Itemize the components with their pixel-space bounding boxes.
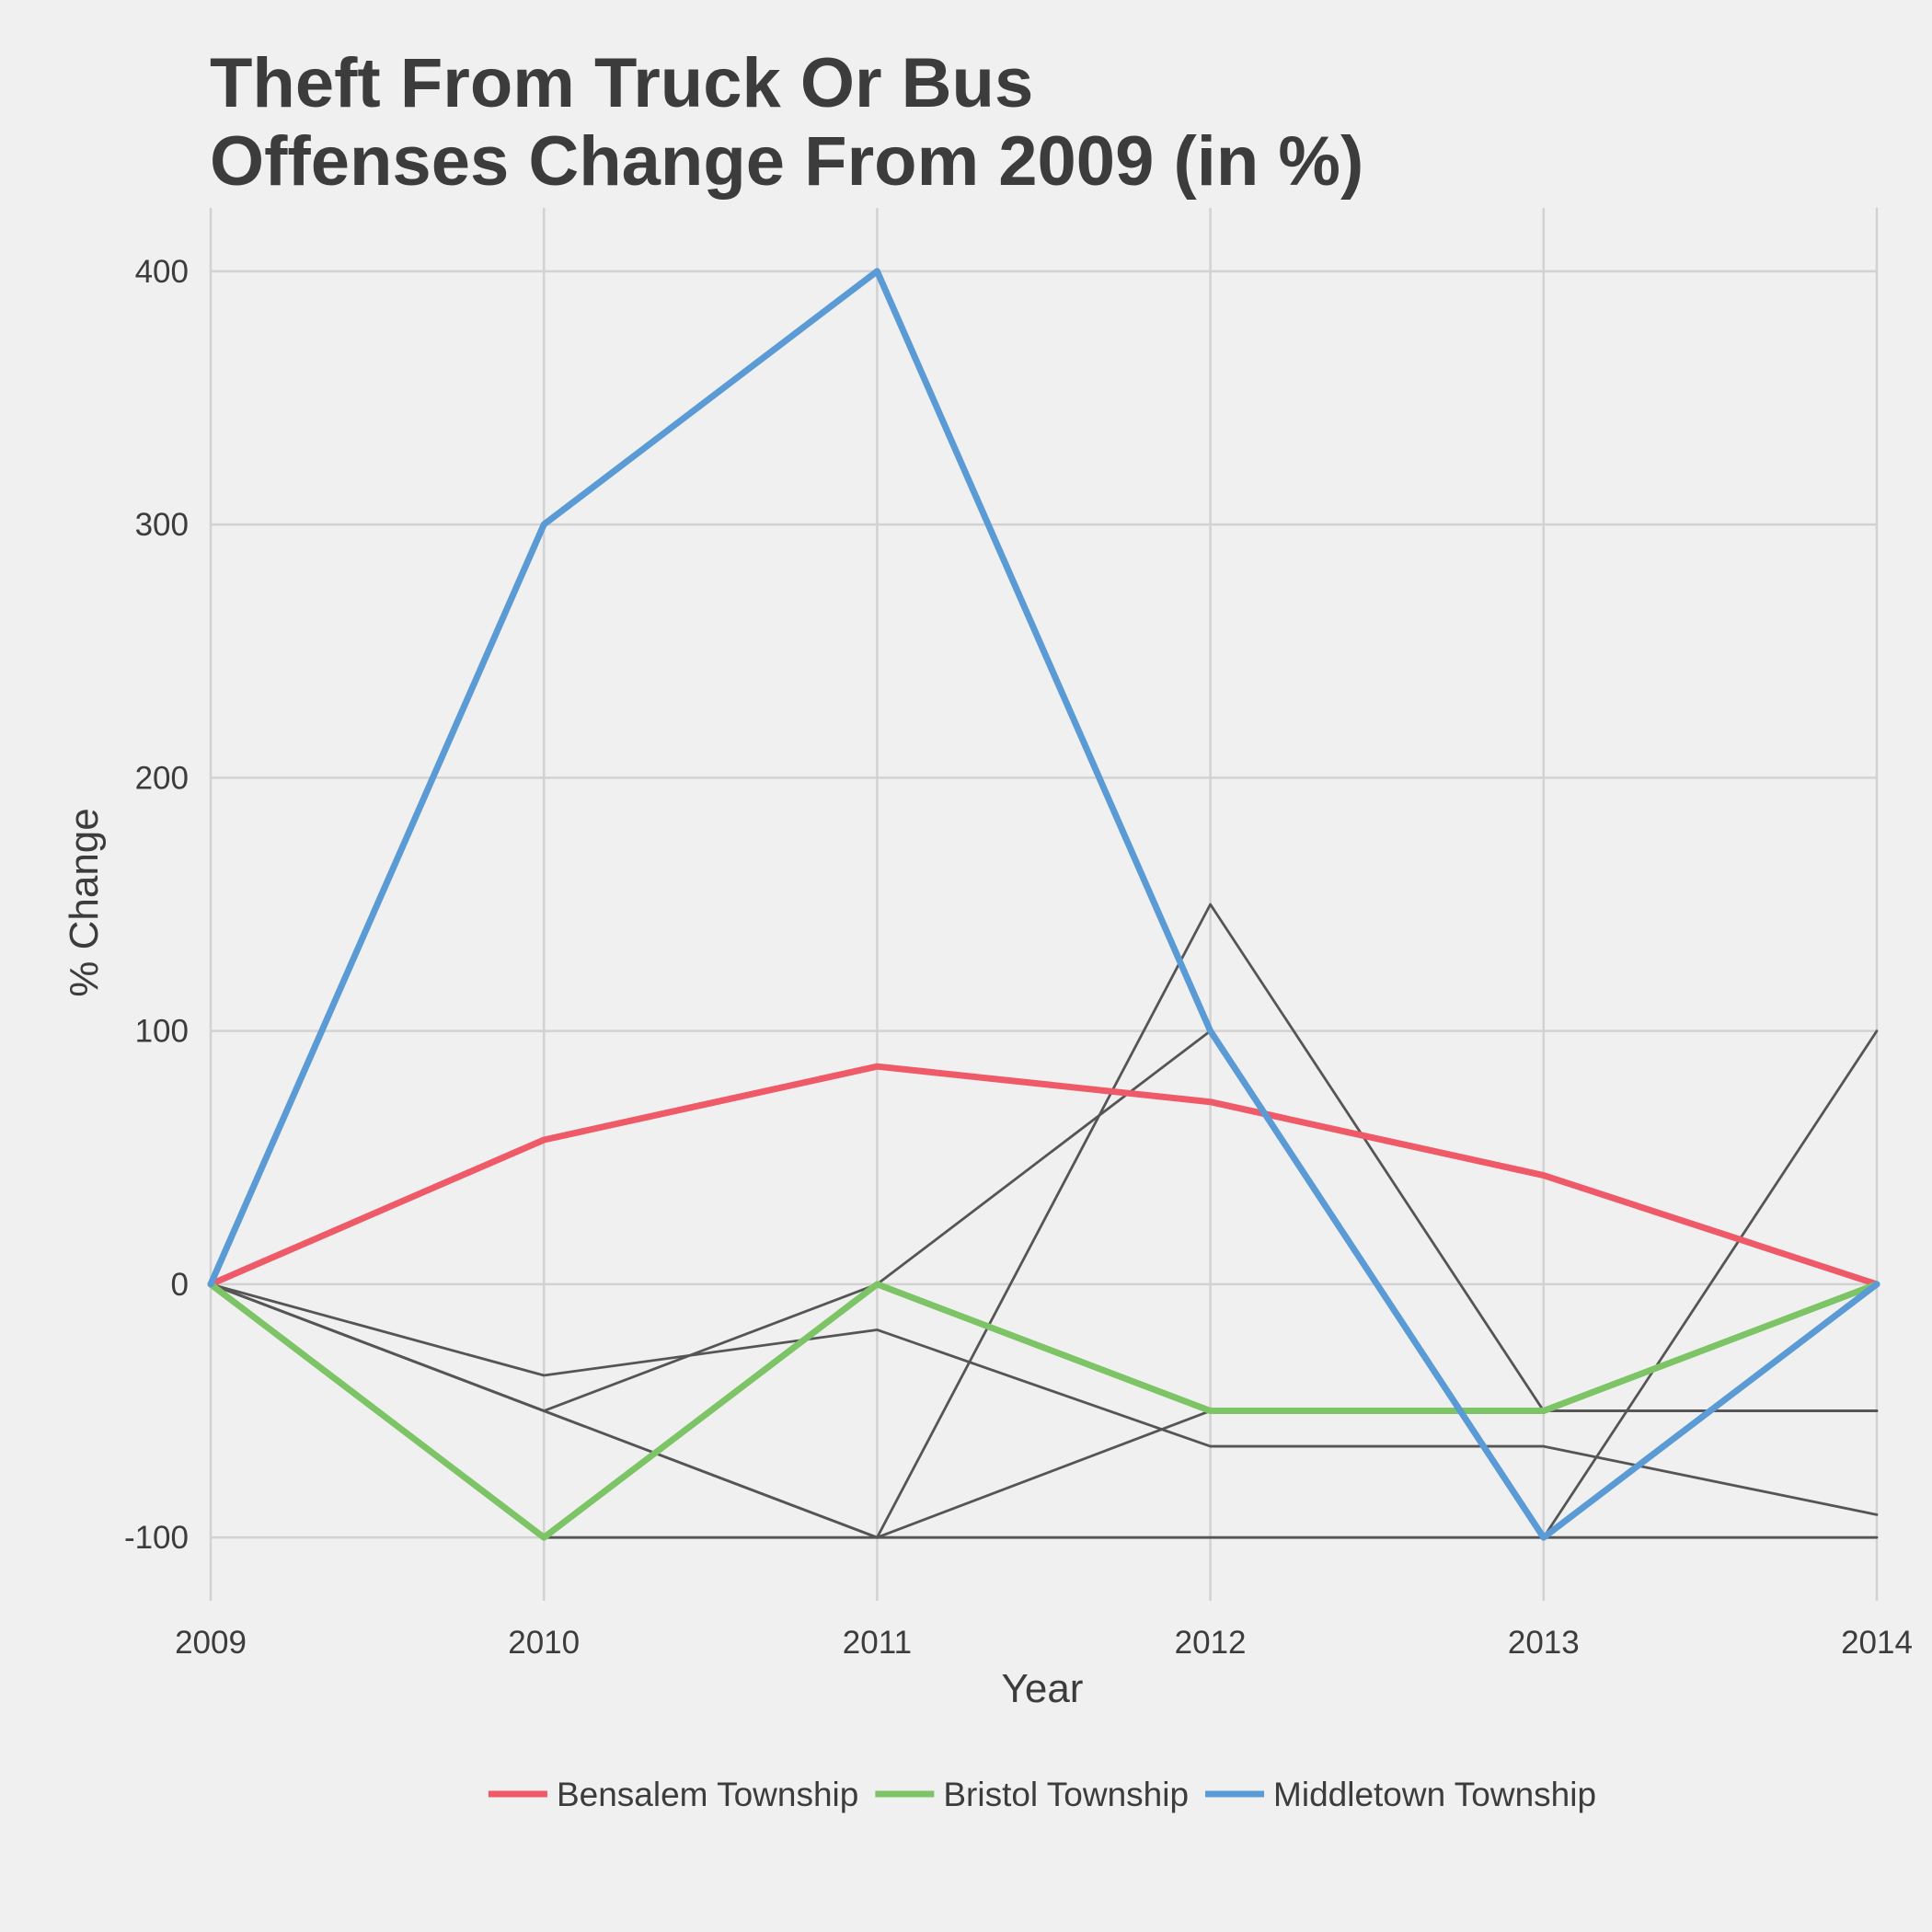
y-tick-label: 0 [171, 1267, 189, 1303]
x-axis-title: Year [1002, 1666, 1084, 1711]
context-series-line-3 [209, 1282, 1879, 1516]
x-tick-label: 2013 [1508, 1625, 1580, 1661]
series-line-bristol-township [207, 1281, 1880, 1541]
y-tick-label: 100 [135, 1014, 189, 1050]
y-tick-label: -100 [124, 1520, 189, 1556]
y-axis-ticks: -100 0 100 200 300 400 [124, 254, 189, 1556]
chart-title-line-2: Offenses Change From 2009 (in %) [210, 122, 1363, 201]
x-tick-label: 2011 [843, 1625, 912, 1661]
y-axis-title: % Change [62, 808, 107, 996]
series-line-middletown-township [207, 268, 1880, 1541]
x-axis-ticks: 2009 2010 2011 2012 2013 2014 [175, 1625, 1913, 1661]
legend-label: Bristol Township [943, 1776, 1189, 1813]
legend: Bensalem Township Bristol Township Middlet… [488, 1776, 1596, 1813]
grid [209, 208, 1879, 1601]
y-tick-label: 300 [135, 507, 189, 543]
context-series-line-6 [209, 903, 1879, 1539]
chart-title-line-1: Theft From Truck Or Bus [210, 44, 1033, 122]
x-tick-label: 2012 [1175, 1625, 1247, 1661]
y-tick-label: 200 [135, 760, 189, 796]
x-tick-label: 2010 [508, 1625, 580, 1661]
series-line-bensalem-township [207, 1063, 1880, 1288]
x-tick-label: 2014 [1841, 1625, 1913, 1661]
highlight-series-group [207, 268, 1880, 1541]
legend-label: Middletown Township [1273, 1776, 1596, 1813]
y-tick-label: 400 [135, 254, 189, 290]
x-tick-label: 2009 [175, 1625, 247, 1661]
legend-label: Bensalem Township [557, 1776, 858, 1813]
